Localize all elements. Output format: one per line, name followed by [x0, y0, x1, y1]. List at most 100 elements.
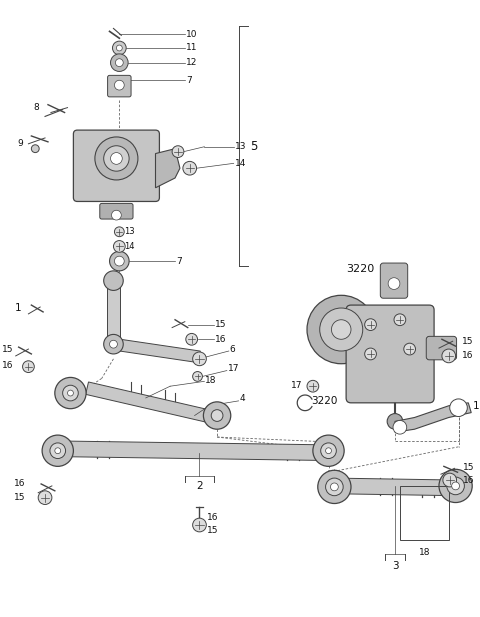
Circle shape	[447, 477, 464, 495]
Text: 11: 11	[186, 43, 197, 52]
Text: 6: 6	[230, 344, 236, 354]
Circle shape	[117, 45, 122, 51]
Circle shape	[320, 308, 363, 351]
Circle shape	[42, 435, 73, 466]
Circle shape	[109, 251, 129, 271]
Text: 15: 15	[215, 320, 227, 329]
FancyBboxPatch shape	[100, 204, 133, 219]
Circle shape	[109, 340, 118, 348]
Circle shape	[321, 443, 336, 458]
Text: 1: 1	[473, 401, 480, 411]
Text: 3: 3	[392, 561, 398, 571]
Circle shape	[68, 390, 73, 396]
Circle shape	[172, 146, 184, 157]
Circle shape	[452, 482, 459, 490]
Circle shape	[404, 343, 416, 355]
Circle shape	[38, 491, 52, 505]
Circle shape	[388, 278, 400, 289]
Circle shape	[115, 59, 123, 67]
Circle shape	[55, 448, 60, 453]
Text: 16: 16	[14, 479, 25, 489]
Text: 10: 10	[186, 30, 197, 39]
Circle shape	[211, 410, 223, 421]
Text: 18: 18	[205, 376, 217, 385]
Circle shape	[325, 448, 332, 453]
Circle shape	[393, 420, 407, 434]
Text: 2: 2	[196, 481, 203, 491]
Circle shape	[112, 41, 126, 55]
Text: 15: 15	[14, 493, 25, 502]
Text: 16: 16	[215, 335, 227, 344]
Circle shape	[307, 380, 319, 392]
Text: 15: 15	[461, 337, 473, 346]
Circle shape	[365, 348, 376, 360]
Text: 7: 7	[186, 76, 192, 85]
Text: 3220: 3220	[311, 396, 337, 406]
Circle shape	[365, 319, 376, 331]
Text: 13: 13	[235, 143, 246, 151]
Text: 16: 16	[463, 476, 475, 484]
Circle shape	[443, 473, 456, 487]
Circle shape	[111, 210, 121, 220]
Text: 18: 18	[419, 548, 430, 557]
Circle shape	[325, 478, 343, 495]
Text: 3220: 3220	[346, 264, 374, 274]
Circle shape	[110, 152, 122, 164]
Polygon shape	[58, 441, 327, 460]
Circle shape	[50, 443, 66, 458]
Circle shape	[110, 54, 128, 72]
Circle shape	[104, 334, 123, 354]
Text: 12: 12	[186, 58, 197, 67]
Polygon shape	[395, 403, 471, 432]
Circle shape	[186, 333, 198, 345]
Circle shape	[114, 227, 124, 237]
Circle shape	[387, 413, 403, 429]
Circle shape	[95, 137, 138, 180]
Text: 17: 17	[228, 364, 240, 373]
Circle shape	[332, 320, 351, 339]
FancyBboxPatch shape	[346, 305, 434, 403]
Text: 9: 9	[18, 139, 24, 148]
Circle shape	[183, 162, 196, 175]
Circle shape	[192, 371, 203, 381]
Text: 17: 17	[290, 381, 302, 390]
Circle shape	[192, 518, 206, 532]
Circle shape	[104, 271, 123, 291]
Text: 16: 16	[207, 513, 219, 522]
Text: 7: 7	[176, 257, 182, 265]
Text: 4: 4	[240, 394, 245, 404]
Circle shape	[114, 256, 124, 266]
Polygon shape	[113, 338, 200, 363]
Circle shape	[450, 399, 468, 416]
Circle shape	[114, 80, 124, 90]
Circle shape	[313, 435, 344, 466]
Text: 5: 5	[250, 140, 258, 153]
Text: 15: 15	[463, 463, 475, 472]
Polygon shape	[334, 478, 456, 495]
Circle shape	[62, 385, 78, 401]
Text: 16: 16	[2, 361, 14, 370]
Text: 13: 13	[124, 227, 135, 236]
Circle shape	[113, 241, 125, 252]
Text: 1: 1	[15, 303, 22, 313]
FancyBboxPatch shape	[426, 336, 456, 360]
Circle shape	[204, 402, 231, 429]
Circle shape	[307, 296, 375, 364]
Circle shape	[442, 349, 456, 363]
Polygon shape	[156, 149, 180, 188]
Text: 15: 15	[2, 344, 14, 354]
Text: 15: 15	[207, 526, 219, 536]
Text: 14: 14	[235, 159, 246, 168]
Text: 8: 8	[34, 103, 39, 112]
Circle shape	[31, 145, 39, 152]
FancyBboxPatch shape	[73, 130, 159, 202]
FancyBboxPatch shape	[108, 75, 131, 97]
Circle shape	[439, 470, 472, 502]
Circle shape	[192, 352, 206, 366]
Circle shape	[330, 483, 338, 491]
Circle shape	[23, 361, 34, 373]
Text: 14: 14	[124, 242, 135, 251]
FancyBboxPatch shape	[380, 263, 408, 298]
Text: 16: 16	[461, 352, 473, 360]
Polygon shape	[85, 382, 216, 424]
